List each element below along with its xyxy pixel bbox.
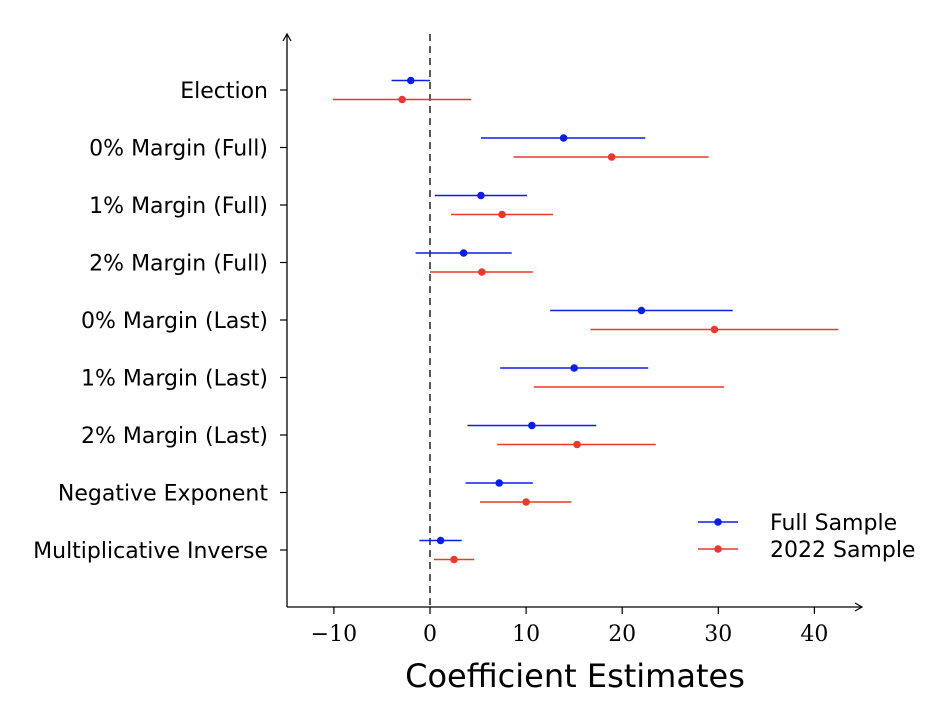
point-estimate bbox=[570, 364, 578, 372]
point-estimate bbox=[459, 249, 468, 257]
x-tick-label: 20 bbox=[608, 622, 636, 647]
category-label: Multiplicative Inverse bbox=[33, 539, 268, 564]
point-estimate bbox=[478, 268, 486, 276]
point-estimate bbox=[436, 536, 445, 545]
point-estimate bbox=[573, 440, 581, 449]
legend-swatch-dot bbox=[714, 545, 722, 553]
point-estimate bbox=[710, 325, 719, 334]
point-estimate bbox=[398, 95, 406, 104]
category-label: 0% Margin (Full) bbox=[89, 137, 268, 162]
category-label: 2% Margin (Last) bbox=[81, 424, 268, 449]
category-label: 2% Margin (Full) bbox=[89, 252, 268, 277]
x-tick-label: 10 bbox=[512, 622, 540, 647]
x-tick-label: 40 bbox=[800, 622, 828, 647]
category-label: 1% Margin (Full) bbox=[89, 194, 268, 219]
point-estimate bbox=[528, 421, 536, 430]
point-estimate bbox=[607, 153, 616, 161]
category-label: Election bbox=[180, 79, 268, 104]
series-full-sample bbox=[391, 76, 733, 545]
point-estimate bbox=[406, 76, 415, 85]
category-labels: Election 0% Margin (Full) 1% Margin (Full)… bbox=[33, 79, 268, 564]
series-2022-sample bbox=[332, 95, 839, 564]
x-tick-label: −10 bbox=[311, 622, 357, 647]
x-tick-labels: −10 0 10 20 30 40 bbox=[311, 622, 829, 647]
legend-label: Full Sample bbox=[770, 511, 897, 536]
point-estimate bbox=[498, 210, 506, 219]
point-estimate bbox=[559, 134, 568, 142]
legend-label: 2022 Sample bbox=[770, 538, 915, 563]
legend-swatch-dot bbox=[714, 518, 722, 526]
axes bbox=[280, 32, 864, 614]
category-label: Negative Exponent bbox=[58, 482, 268, 507]
point-estimate bbox=[637, 306, 646, 315]
category-label: 0% Margin (Last) bbox=[81, 309, 268, 334]
point-estimate bbox=[450, 555, 458, 564]
point-estimate bbox=[522, 498, 530, 506]
series-marks bbox=[332, 76, 839, 564]
category-label: 1% Margin (Last) bbox=[81, 367, 268, 392]
x-tick-label: 0 bbox=[423, 622, 437, 647]
x-axis-label: Coefficient Estimates bbox=[405, 657, 745, 695]
x-tick-label: 30 bbox=[704, 622, 732, 647]
point-estimate bbox=[477, 191, 485, 200]
point-estimate bbox=[495, 479, 503, 487]
